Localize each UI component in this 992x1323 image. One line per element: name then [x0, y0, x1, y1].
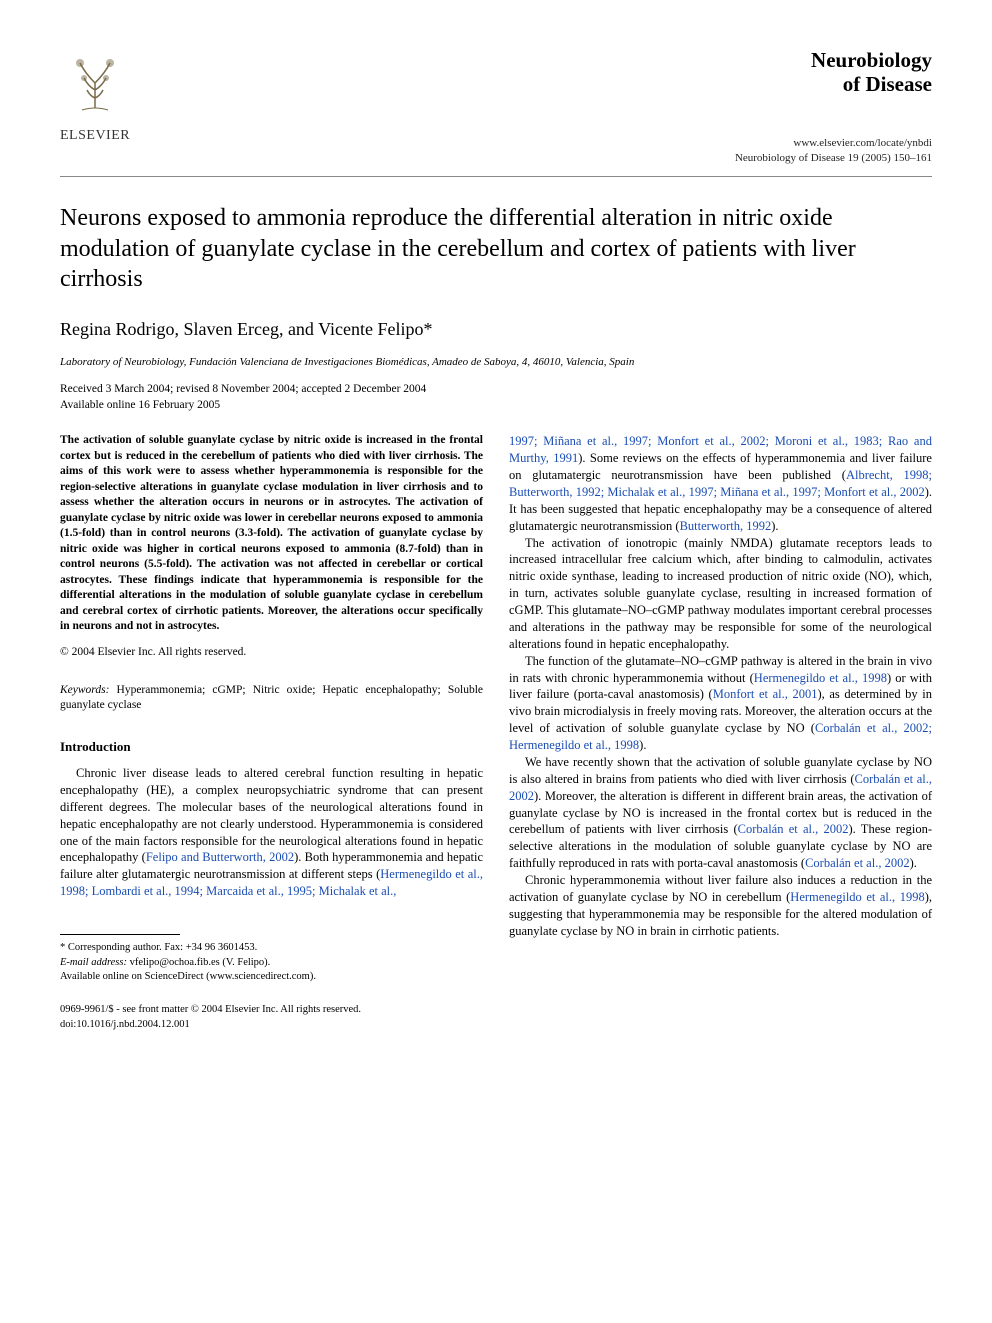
- page-footer: 0969-9961/$ - see front matter © 2004 El…: [60, 1003, 932, 1032]
- journal-url: www.elsevier.com/locate/ynbdi: [735, 136, 932, 151]
- text: ).: [771, 519, 778, 533]
- journal-citation: Neurobiology of Disease 19 (2005) 150–16…: [735, 151, 932, 166]
- citation-link[interactable]: Monfort et al., 2001: [713, 687, 818, 701]
- article-title: Neurons exposed to ammonia reproduce the…: [60, 203, 932, 295]
- received-dates: Received 3 March 2004; revised 8 Novembe…: [60, 382, 932, 398]
- citation-link[interactable]: Corbalán et al., 2002: [738, 822, 849, 836]
- footnote-rule: [60, 934, 180, 935]
- keywords-label: Keywords:: [60, 684, 109, 696]
- journal-info: Neurobiology of Disease www.elsevier.com…: [735, 48, 932, 166]
- publisher-name: ELSEVIER: [60, 127, 170, 146]
- citation-link[interactable]: Corbalán et al., 2002: [805, 856, 910, 870]
- abstract-copyright: © 2004 Elsevier Inc. All rights reserved…: [60, 645, 483, 661]
- right-column: 1997; Miñana et al., 1997; Monfort et al…: [509, 433, 932, 985]
- journal-title-line2: of Disease: [843, 72, 932, 96]
- intro-p1-right: 1997; Miñana et al., 1997; Monfort et al…: [509, 433, 932, 534]
- page-header: ELSEVIER Neurobiology of Disease www.els…: [60, 48, 932, 177]
- left-column: The activation of soluble guanylate cycl…: [60, 433, 483, 985]
- intro-p2: The activation of ionotropic (mainly NMD…: [509, 535, 932, 653]
- available-online: Available online 16 February 2005: [60, 398, 932, 414]
- text: ).: [639, 738, 646, 752]
- email-footnote: E-mail address: vfelipo@ochoa.fib.es (V.…: [60, 956, 483, 971]
- introduction-heading: Introduction: [60, 738, 483, 756]
- citation-link[interactable]: Hermenegildo et al., 1998: [754, 671, 887, 685]
- email-value: vfelipo@ochoa.fib.es (V. Felipo).: [127, 957, 270, 968]
- intro-p1-left: Chronic liver disease leads to altered c…: [60, 765, 483, 900]
- front-matter: 0969-9961/$ - see front matter © 2004 El…: [60, 1003, 932, 1018]
- sciencedirect-note: Available online on ScienceDirect (www.s…: [60, 970, 483, 985]
- keywords-text: Hyperammonemia; cGMP; Nitric oxide; Hepa…: [60, 684, 483, 712]
- authors: Regina Rodrigo, Slaven Erceg, and Vicent…: [60, 317, 932, 341]
- publisher-logo: ELSEVIER: [60, 48, 170, 145]
- corresponding-author: * Corresponding author. Fax: +34 96 3601…: [60, 941, 483, 956]
- citation-link[interactable]: Felipo and Butterworth, 2002: [146, 850, 294, 864]
- email-label: E-mail address:: [60, 957, 127, 968]
- journal-title-line1: Neurobiology: [811, 48, 932, 72]
- keywords: Keywords: Hyperammonemia; cGMP; Nitric o…: [60, 683, 483, 714]
- text: ).: [910, 856, 917, 870]
- journal-title: Neurobiology of Disease: [735, 48, 932, 96]
- affiliation: Laboratory of Neurobiology, Fundación Va…: [60, 355, 932, 370]
- elsevier-tree-icon: [60, 48, 130, 118]
- intro-p3: The function of the glutamate–NO–cGMP pa…: [509, 653, 932, 754]
- citation-link[interactable]: Butterworth, 1992: [680, 519, 772, 533]
- intro-p4: We have recently shown that the activati…: [509, 754, 932, 872]
- citation-link[interactable]: Hermenegildo et al., 1998: [790, 890, 924, 904]
- abstract: The activation of soluble guanylate cycl…: [60, 433, 483, 635]
- doi: doi:10.1016/j.nbd.2004.12.001: [60, 1018, 932, 1033]
- two-column-body: The activation of soluble guanylate cycl…: [60, 433, 932, 985]
- intro-p5: Chronic hyperammonemia without liver fai…: [509, 872, 932, 940]
